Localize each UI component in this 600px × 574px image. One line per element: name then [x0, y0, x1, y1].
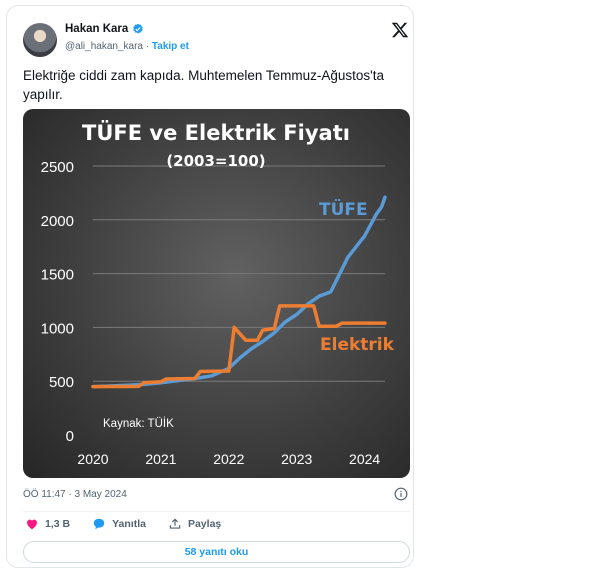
like-count: 1,3 B — [45, 518, 71, 530]
chart-image[interactable]: 0 500 1000 1500 2000 2500 2020 2021 2022 2023 2024… — [23, 109, 410, 478]
chart-svg: 0 500 1000 1500 2000 2500 2020 2021 2022 2023 2024… — [41, 120, 395, 467]
share-icon — [169, 518, 181, 529]
action-bar: 1,3 B Yanıtla Paylaş — [25, 517, 243, 531]
reply-button[interactable]: Yanıtla — [92, 517, 146, 531]
tweet-timestamp[interactable]: ÖÖ 11:47 · 3 May 2024 — [23, 489, 127, 500]
x-tick-label: 2024 — [349, 451, 380, 467]
x-tick-label: 2020 — [77, 451, 108, 467]
verified-badge-icon — [133, 23, 144, 34]
y-tick-label: 2500 — [41, 159, 74, 176]
y-tick-label: 0 — [66, 428, 74, 445]
tufe-series-label: TÜFE — [319, 198, 368, 220]
author-name[interactable]: Hakan Kara — [65, 23, 129, 35]
separator-dot: · — [145, 41, 150, 52]
elektrik-line — [91, 304, 387, 389]
tweet-card: Hakan Kara @ali_hakan_kara · Takip et El… — [6, 5, 414, 568]
chart-source: Kaynak: TÜİK — [103, 417, 174, 430]
x-tick-label: 2021 — [145, 451, 176, 467]
handle-line: @ali_hakan_kara · Takip et — [65, 41, 189, 52]
y-tick-label: 1000 — [41, 320, 74, 337]
reply-label: Yanıtla — [112, 518, 146, 530]
tufe-line — [91, 195, 387, 389]
share-label: Paylaş — [187, 518, 222, 530]
follow-button[interactable]: Takip et — [151, 41, 189, 52]
tweet-text: Elektriğe ciddi zam kapıda. Muhtemelen T… — [23, 68, 384, 102]
y-tick-label: 1500 — [41, 267, 74, 284]
author-name-row[interactable]: Hakan Kara — [65, 23, 144, 35]
info-icon[interactable] — [394, 487, 408, 501]
chart-subtitle: (2003=100) — [166, 152, 265, 170]
like-button[interactable]: 1,3 B — [25, 517, 70, 531]
author-handle[interactable]: @ali_hakan_kara — [65, 41, 143, 52]
x-logo-icon[interactable] — [391, 21, 409, 39]
x-tick-label: 2023 — [281, 451, 312, 467]
y-tick-label: 500 — [49, 374, 74, 391]
x-tick-label: 2022 — [213, 451, 244, 467]
share-button[interactable]: Paylaş — [168, 517, 221, 531]
elektrik-series-label: Elektrik — [320, 335, 395, 355]
heart-icon — [27, 519, 37, 530]
read-replies-button[interactable]: 58 yanıtı oku — [23, 541, 410, 563]
divider — [23, 511, 410, 512]
chart-title: TÜFE ve Elektrik Fiyatı — [82, 120, 350, 145]
reply-bubble-icon — [93, 518, 105, 530]
y-tick-label: 2000 — [41, 213, 74, 230]
avatar[interactable] — [23, 23, 57, 57]
